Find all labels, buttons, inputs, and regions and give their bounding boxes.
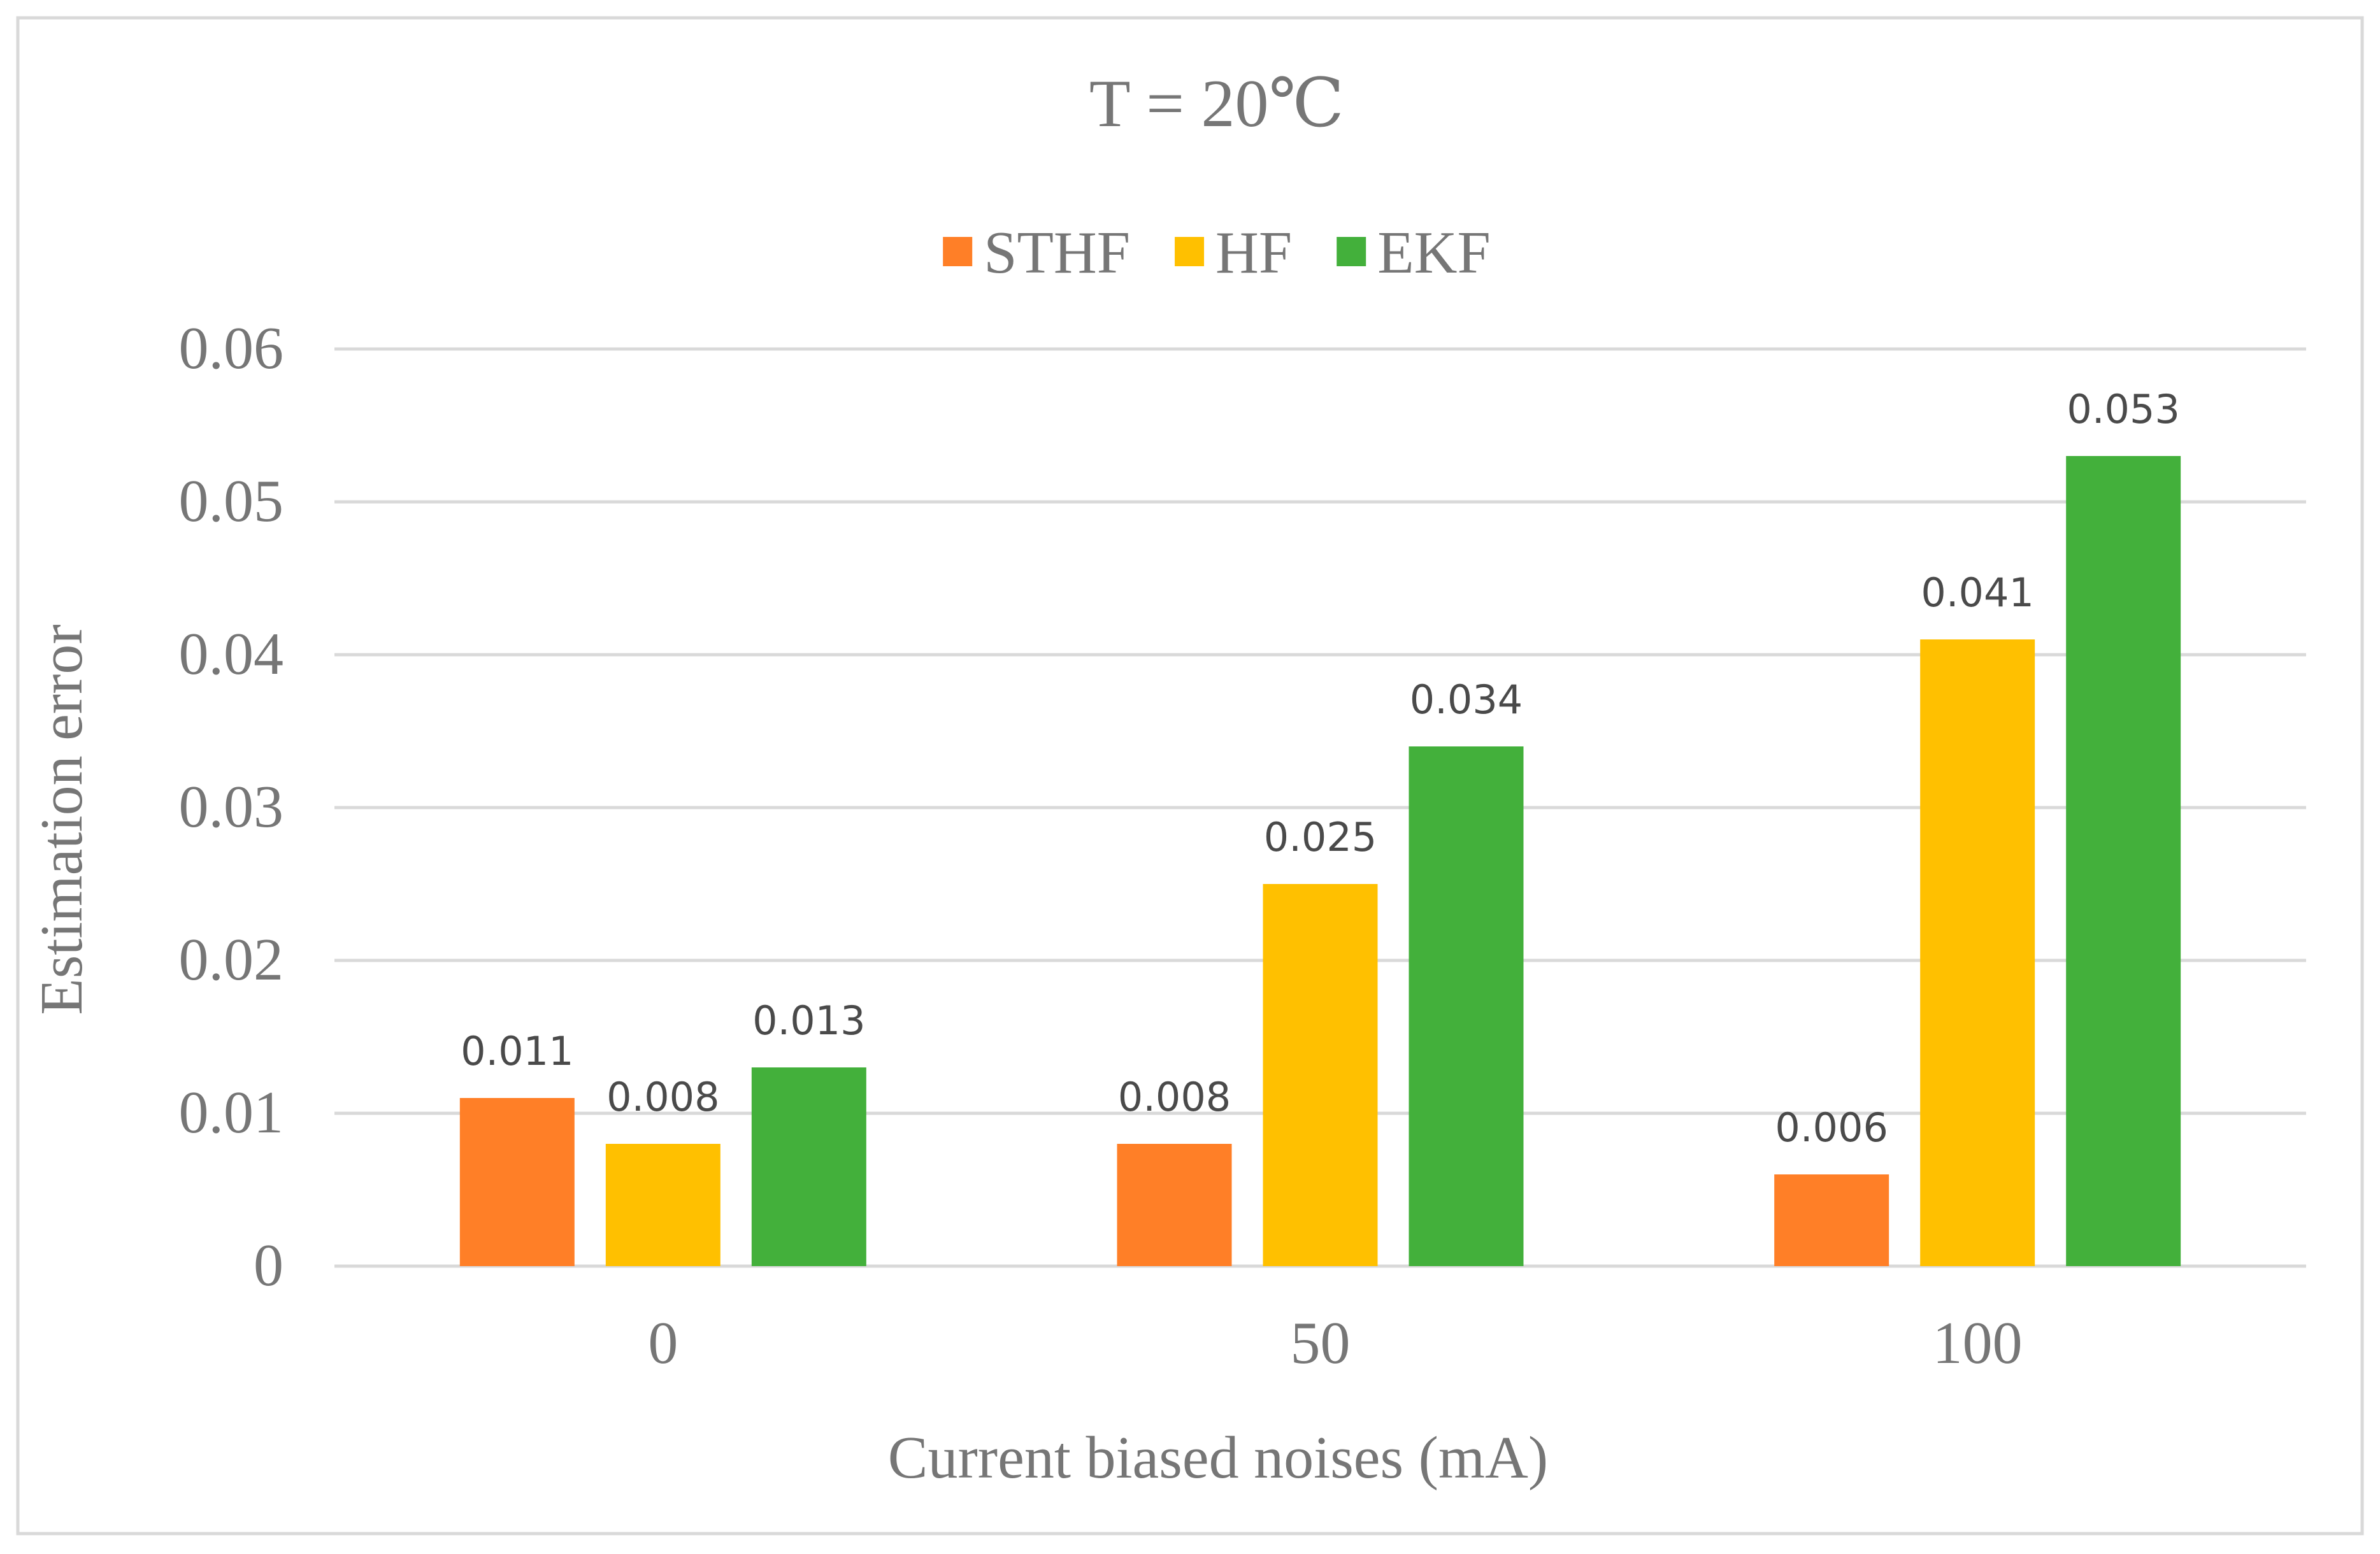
bar-ekf-50 (1409, 746, 1524, 1266)
data-label-hf-50: 0.025 (1264, 814, 1377, 860)
bar-ekf-100 (2066, 456, 2181, 1266)
bar-ekf-0 (751, 1067, 866, 1266)
data-label-sthf-0: 0.011 (461, 1028, 574, 1074)
x-tick-label: 50 (1291, 1310, 1351, 1376)
data-label-ekf-50: 0.034 (1410, 676, 1523, 723)
legend-item-hf: HF (1175, 220, 1292, 286)
y-tick-label: 0.02 (179, 927, 284, 993)
data-labels: 0.011 0.008 0.013 0.008 0.025 0.034 0.006 0.041… (461, 386, 2180, 1151)
y-tick-label: 0.04 (179, 621, 284, 687)
y-tick-label: 0.03 (179, 774, 284, 840)
bar-hf-0 (605, 1144, 720, 1266)
chart-title: T = 20℃ (1089, 66, 1344, 141)
data-label-hf-100: 0.041 (1921, 569, 2034, 616)
data-label-sthf-50: 0.008 (1118, 1074, 1231, 1120)
legend: STHF HF EKF (943, 220, 1491, 286)
bar-hf-50 (1263, 884, 1378, 1266)
data-label-ekf-0: 0.013 (752, 997, 866, 1044)
y-tick-label: 0 (254, 1232, 283, 1299)
legend-swatch-ekf (1337, 237, 1366, 266)
data-label-ekf-100: 0.053 (2067, 386, 2180, 432)
bar-sthf-0 (459, 1098, 575, 1266)
bar-hf-100 (1920, 639, 2035, 1266)
legend-swatch-hf (1175, 237, 1205, 266)
y-tick-label: 0.01 (179, 1080, 284, 1146)
y-axis-ticks: 0 0.01 0.02 0.03 0.04 0.05 0.06 (179, 315, 284, 1299)
y-tick-label: 0.06 (179, 315, 284, 381)
data-label-sthf-100: 0.006 (1775, 1104, 1888, 1151)
legend-item-sthf: STHF (943, 220, 1130, 286)
bars (459, 456, 2181, 1266)
legend-item-ekf: EKF (1337, 220, 1491, 286)
x-tick-label: 100 (1933, 1310, 2023, 1376)
x-axis-ticks: 0 50 100 (648, 1310, 2022, 1376)
legend-label-ekf: EKF (1377, 220, 1491, 286)
bar-sthf-100 (1774, 1174, 1889, 1266)
x-axis-label: Current biased noises (mA) (888, 1425, 1548, 1491)
legend-label-sthf: STHF (984, 220, 1130, 286)
y-axis-label: Estimation error (29, 624, 95, 1015)
legend-swatch-sthf (943, 237, 973, 266)
bar-sthf-50 (1117, 1144, 1232, 1266)
y-tick-label: 0.05 (179, 468, 284, 534)
data-label-hf-0: 0.008 (606, 1074, 720, 1120)
legend-label-hf: HF (1215, 220, 1292, 286)
x-tick-label: 0 (648, 1310, 678, 1376)
